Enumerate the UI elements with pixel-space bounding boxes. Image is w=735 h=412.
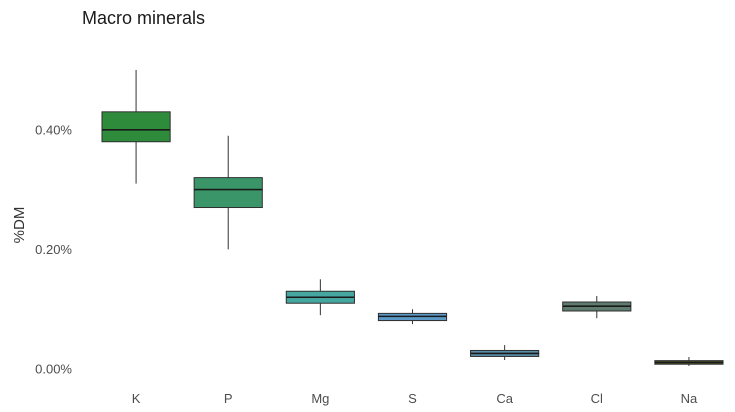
x-axis-ticks: K P Mg S Ca Cl Na (132, 391, 698, 406)
y-axis-ticks: 0.00% 0.20% 0.40% (35, 122, 72, 376)
x-tick-label: Ca (496, 391, 513, 406)
box-k (101, 69, 171, 184)
x-tick-label: P (224, 391, 233, 406)
box-p (193, 135, 263, 250)
x-tick-label: S (408, 391, 417, 406)
y-tick-label: 0.40% (35, 122, 72, 137)
box-series (101, 69, 724, 367)
box-na (654, 357, 724, 367)
x-tick-label: Na (681, 391, 698, 406)
x-tick-label: Cl (591, 391, 603, 406)
chart-title: Macro minerals (82, 8, 205, 28)
y-axis-label: %DM (11, 207, 28, 244)
box-mg (285, 279, 355, 316)
x-tick-label: K (132, 391, 141, 406)
box-body (101, 111, 171, 143)
box-cl (562, 296, 632, 319)
box-ca (470, 345, 540, 361)
y-tick-label: 0.20% (35, 242, 72, 257)
y-tick-label: 0.00% (35, 362, 72, 377)
box-s (377, 309, 448, 325)
x-tick-label: Mg (311, 391, 329, 406)
box-body (193, 177, 263, 209)
